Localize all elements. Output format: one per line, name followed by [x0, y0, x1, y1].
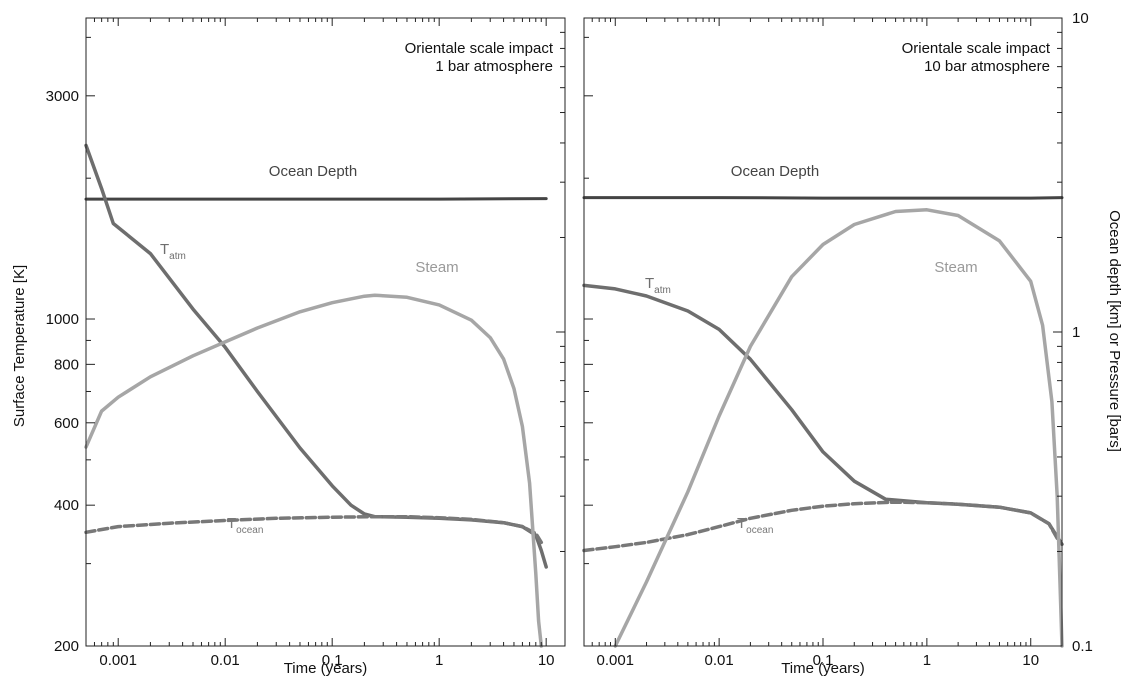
right-steam-label: Steam — [934, 259, 977, 276]
left-x-tick-label: 0.1 — [322, 652, 343, 669]
left-plot-frame — [85, 17, 566, 647]
right-t-ocean-subscript: ocean — [746, 525, 773, 536]
left-y-tick-label: 800 — [54, 356, 79, 373]
left-x-tick-label: 0.01 — [211, 652, 240, 669]
right-x-tick-label: 1 — [923, 652, 931, 669]
right-y-tick-label: 1 — [1072, 324, 1080, 341]
left-x-tick-label: 1 — [435, 652, 443, 669]
left-y-axis-title: Surface Temperature [K] — [11, 265, 28, 427]
right-ocean-depth-label: Ocean Depth — [731, 163, 819, 180]
right-series-t-ocean — [582, 500, 1059, 553]
left-series-ocean-depth — [84, 197, 548, 201]
left-t-ocean-subscript: ocean — [236, 525, 263, 536]
left-steam-label: Steam — [415, 259, 458, 276]
right-note-line: 10 bar atmosphere — [924, 58, 1050, 75]
right-y-axis-title: Ocean depth [km] or Pressure [bars] — [1106, 210, 1123, 452]
right-x-tick-label: 10 — [1022, 652, 1039, 669]
left-x-tick-label: 10 — [538, 652, 555, 669]
right-x-tick-label: 0.01 — [705, 652, 734, 669]
right-y-tick-label: 10 — [1072, 10, 1089, 27]
left-panel: 0.001 0.01 0.1 1 10 200 400 600 800 1000 3000 Time… — [46, 17, 566, 677]
right-note-line: Orientale scale impact — [902, 40, 1051, 57]
right-y-tick-label: 0.1 — [1072, 638, 1093, 655]
left-ticks: 0.001 0.01 0.1 1 10 200 400 600 800 1000 3000 — [46, 17, 565, 669]
right-x-tick-label: 0.1 — [813, 652, 834, 669]
right-series-ocean-depth — [582, 196, 1064, 200]
right-t-atm-subscript: atm — [654, 285, 671, 296]
left-curves — [84, 143, 548, 648]
left-x-axis-title: Time (years) — [284, 660, 368, 677]
right-ticks: 0.001 0.01 0.1 1 10 0.1 1 10 — [584, 10, 1093, 669]
left-y-tick-label: 1000 — [46, 311, 79, 328]
left-y-tick-label: 3000 — [46, 88, 79, 105]
left-series-t-ocean — [84, 514, 544, 545]
left-t-atm-subscript: atm — [169, 251, 186, 262]
left-t-atm-label: Tatm — [160, 241, 186, 262]
right-x-tick-label: 0.001 — [596, 652, 634, 669]
left-y-tick-label: 600 — [54, 415, 79, 432]
left-y-tick-label: 400 — [54, 497, 79, 514]
left-x-tick-label: 0.001 — [99, 652, 137, 669]
right-x-axis-title: Time (years) — [781, 660, 865, 677]
right-plot-frame — [583, 17, 1063, 647]
left-series-steam — [84, 293, 544, 648]
right-t-atm-label: Tatm — [645, 275, 671, 296]
left-y-tick-label: 200 — [54, 638, 79, 655]
left-note-line: 1 bar atmosphere — [435, 58, 553, 75]
left-ocean-depth-label: Ocean Depth — [269, 163, 357, 180]
left-note-line: Orientale scale impact — [405, 40, 554, 57]
right-panel: 0.001 0.01 0.1 1 10 0.1 1 10 Time (years) Orient… — [582, 10, 1093, 677]
left-series-t-atm — [84, 143, 548, 569]
right-curves — [582, 196, 1064, 648]
right-series-steam — [613, 208, 1064, 648]
